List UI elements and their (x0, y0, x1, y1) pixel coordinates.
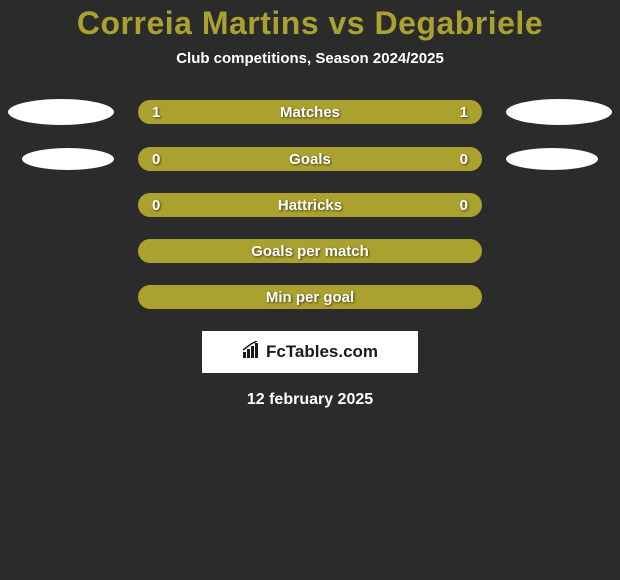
chart-icon (242, 341, 260, 364)
player-left-oval (8, 99, 114, 125)
stat-label: Goals (289, 151, 331, 168)
stat-value-right: 1 (460, 104, 468, 121)
stat-value-left: 1 (152, 104, 160, 121)
stat-value-right: 0 (460, 151, 468, 168)
stat-value-left: 0 (152, 197, 160, 214)
branding-text: FcTables.com (266, 342, 378, 362)
subtitle: Club competitions, Season 2024/2025 (0, 50, 620, 67)
stat-value-right: 0 (460, 197, 468, 214)
stat-value-left: 0 (152, 151, 160, 168)
player-right-oval (506, 148, 598, 170)
stat-row: Min per goal (0, 285, 620, 309)
date-text: 12 february 2025 (0, 391, 620, 409)
stat-bar-hattricks: 0 Hattricks 0 (138, 193, 482, 217)
stat-bar-min-per-goal: Min per goal (138, 285, 482, 309)
stat-row: 0 Hattricks 0 (0, 193, 620, 217)
stat-label: Hattricks (278, 197, 342, 214)
stat-row: Goals per match (0, 239, 620, 263)
stat-label: Min per goal (266, 289, 354, 306)
comparison-container: Correia Martins vs Degabriele Club compe… (0, 0, 620, 409)
stat-label: Goals per match (251, 243, 369, 260)
page-title: Correia Martins vs Degabriele (0, 5, 620, 42)
stat-bar-goals-per-match: Goals per match (138, 239, 482, 263)
player-left-oval (22, 148, 114, 170)
stat-row: 0 Goals 0 (0, 147, 620, 171)
player-right-oval (506, 99, 612, 125)
branding-box: FcTables.com (202, 331, 418, 373)
stat-row: 1 Matches 1 (0, 99, 620, 125)
stat-bar-matches: 1 Matches 1 (138, 100, 482, 124)
stat-bar-goals: 0 Goals 0 (138, 147, 482, 171)
stat-label: Matches (280, 104, 340, 121)
